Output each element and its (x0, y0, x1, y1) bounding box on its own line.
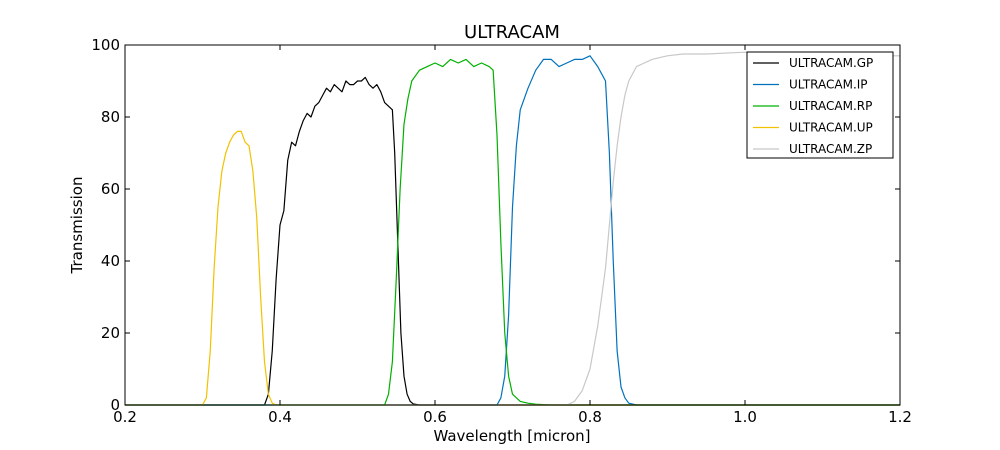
legend-label-ultracam-zp: ULTRACAM.ZP (789, 142, 872, 156)
series-layer (125, 51, 900, 406)
x-tick-label: 0.8 (578, 408, 602, 426)
series-line-ultracam-zp (125, 51, 900, 406)
series-line-ultracam-ip (125, 55, 900, 406)
y-tick-label: 0 (110, 396, 120, 414)
legend-label-ultracam-up: ULTRACAM.UP (789, 121, 873, 135)
series-line-ultracam-rp (125, 58, 900, 406)
x-tick-label: 0.6 (423, 408, 447, 426)
y-tick-label: 80 (101, 108, 120, 126)
y-tick-label: 40 (101, 252, 120, 270)
x-tick-label: 1.2 (888, 408, 912, 426)
legend-label-ultracam-gp: ULTRACAM.GP (789, 56, 873, 70)
x-tick-label: 0.4 (268, 408, 292, 426)
series-line-ultracam-up (125, 130, 900, 406)
series-line-ultracam-gp (125, 76, 900, 406)
plot-frame (124, 44, 901, 406)
legend-box (746, 51, 894, 159)
y-tick-label: 100 (91, 36, 120, 54)
y-tick-label: 20 (101, 324, 120, 342)
chart-title: ULTRACAM (464, 22, 560, 43)
x-tick-label: 1.0 (733, 408, 757, 426)
legend-label-ultracam-ip: ULTRACAM.IP (789, 78, 868, 92)
ticks-layer: 0.2 0.4 0.6 0.8 1.0 1.2 0 20 40 60 80 100 (91, 36, 912, 426)
legend-items: ULTRACAM.GP ULTRACAM.IP ULTRACAM.RP ULTRACA… (753, 56, 873, 156)
y-axis-label: Transmission (68, 177, 86, 275)
y-tick-label: 60 (101, 180, 120, 198)
legend: ULTRACAM.GP ULTRACAM.IP ULTRACAM.RP ULTRACA… (746, 51, 894, 159)
x-tick-label: 0.2 (113, 408, 137, 426)
legend-label-ultracam-rp: ULTRACAM.RP (789, 99, 872, 113)
x-axis-label: Wavelength [micron] (433, 427, 590, 445)
